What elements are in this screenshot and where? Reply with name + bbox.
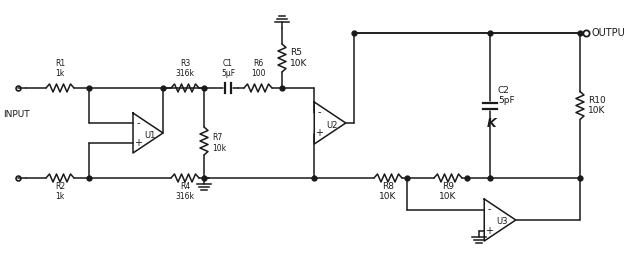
Text: R1
1k: R1 1k: [55, 59, 65, 78]
Text: U3: U3: [496, 218, 508, 227]
Text: K: K: [487, 117, 497, 130]
Text: C2
5pF: C2 5pF: [498, 86, 515, 105]
Text: -: -: [487, 205, 491, 214]
Text: U1: U1: [144, 131, 155, 139]
Text: -: -: [136, 118, 140, 128]
Text: R6
100: R6 100: [251, 59, 265, 78]
Text: OUTPUT: OUTPUT: [592, 28, 624, 38]
Text: +: +: [134, 138, 142, 148]
Text: R7
10k: R7 10k: [212, 133, 226, 153]
Text: R10
10K: R10 10K: [588, 96, 606, 115]
Text: INPUT: INPUT: [2, 110, 29, 119]
Text: R2
1k: R2 1k: [55, 182, 65, 201]
Text: R4
316k: R4 316k: [175, 182, 195, 201]
Text: U2: U2: [326, 120, 338, 130]
Text: R5
10K: R5 10K: [290, 48, 308, 68]
Text: +: +: [315, 128, 323, 139]
Text: R9
10K: R9 10K: [439, 182, 457, 201]
Text: -: -: [318, 108, 321, 117]
Text: R3
316k: R3 316k: [175, 59, 195, 78]
Text: R8
10K: R8 10K: [379, 182, 397, 201]
Text: +: +: [485, 226, 493, 235]
Text: C1
5μF: C1 5μF: [221, 59, 235, 78]
